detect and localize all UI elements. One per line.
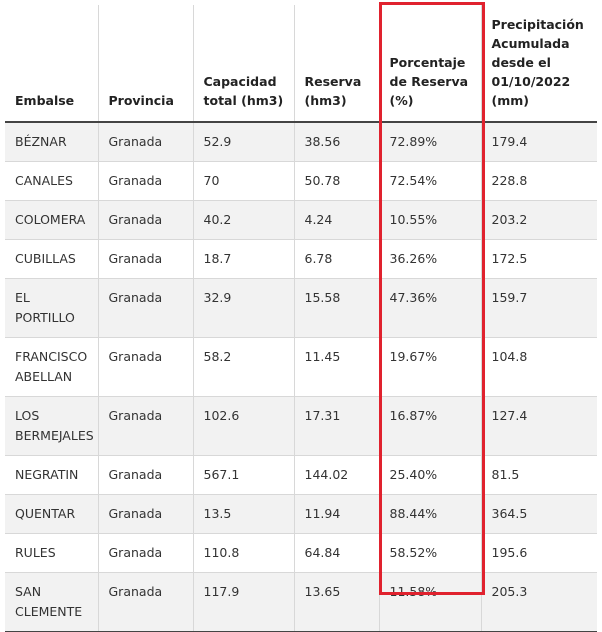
reservoir-table: Embalse Provincia Capacidad total (hm3) … [5,5,597,632]
cell-capacidad: 102.6 [193,396,295,456]
table-row: BÉZNAR Granada 52.9 38.56 72.89% 179.4 [5,122,597,162]
cell-porcentaje: 72.54% [379,161,482,201]
cell-provincia: Granada [98,161,194,201]
table-row: FRANCISCO ABELLAN Granada 58.2 11.45 19.… [5,337,597,397]
cell-precipitacion: 203.2 [481,200,597,240]
cell-porcentaje: 25.40% [379,455,482,495]
cell-porcentaje: 10.55% [379,200,482,240]
cell-porcentaje: 36.26% [379,239,482,279]
table-row: CANALES Granada 70 50.78 72.54% 228.8 [5,161,597,201]
table-row: SAN CLEMENTE Granada 117.9 13.65 11.58% … [5,572,597,632]
cell-reserva: 144.02 [294,455,380,495]
cell-precipitacion: 81.5 [481,455,597,495]
cell-embalse: RULES [5,533,99,573]
table-row: COLOMERA Granada 40.2 4.24 10.55% 203.2 [5,200,597,240]
cell-precipitacion: 364.5 [481,494,597,534]
cell-precipitacion: 195.6 [481,533,597,573]
cell-capacidad: 13.5 [193,494,295,534]
cell-precipitacion: 228.8 [481,161,597,201]
cell-reserva: 38.56 [294,122,380,162]
cell-precipitacion: 205.3 [481,572,597,632]
cell-provincia: Granada [98,533,194,573]
cell-reserva: 15.58 [294,278,380,338]
cell-porcentaje: 47.36% [379,278,482,338]
cell-capacidad: 110.8 [193,533,295,573]
cell-capacidad: 52.9 [193,122,295,162]
table-header: Embalse Provincia Capacidad total (hm3) … [5,5,597,123]
cell-embalse: QUENTAR [5,494,99,534]
cell-porcentaje: 72.89% [379,122,482,162]
cell-embalse: COLOMERA [5,200,99,240]
cell-embalse: CUBILLAS [5,239,99,279]
cell-capacidad: 32.9 [193,278,295,338]
cell-capacidad: 40.2 [193,200,295,240]
table-row: CUBILLAS Granada 18.7 6.78 36.26% 172.5 [5,239,597,279]
cell-reserva: 11.94 [294,494,380,534]
cell-porcentaje: 16.87% [379,396,482,456]
table-row: NEGRATIN Granada 567.1 144.02 25.40% 81.… [5,455,597,495]
cell-reserva: 17.31 [294,396,380,456]
cell-provincia: Granada [98,122,194,162]
cell-provincia: Granada [98,572,194,632]
cell-reserva: 13.65 [294,572,380,632]
cell-precipitacion: 172.5 [481,239,597,279]
cell-embalse: NEGRATIN [5,455,99,495]
cell-precipitacion: 179.4 [481,122,597,162]
cell-embalse: BÉZNAR [5,122,99,162]
cell-capacidad: 58.2 [193,337,295,397]
cell-embalse: FRANCISCO ABELLAN [5,337,99,397]
cell-provincia: Granada [98,200,194,240]
cell-porcentaje: 19.67% [379,337,482,397]
cell-capacidad: 567.1 [193,455,295,495]
header-precipitacion: Precipitación Acumulada desde el 01/10/2… [481,5,597,123]
table-row: RULES Granada 110.8 64.84 58.52% 195.6 [5,533,597,573]
cell-reserva: 6.78 [294,239,380,279]
header-embalse: Embalse [5,5,99,123]
cell-embalse: CANALES [5,161,99,201]
cell-precipitacion: 104.8 [481,337,597,397]
table-row: QUENTAR Granada 13.5 11.94 88.44% 364.5 [5,494,597,534]
cell-provincia: Granada [98,396,194,456]
cell-capacidad: 117.9 [193,572,295,632]
cell-provincia: Granada [98,278,194,338]
table-row: LOS BERMEJALES Granada 102.6 17.31 16.87… [5,396,597,456]
cell-provincia: Granada [98,455,194,495]
cell-provincia: Granada [98,239,194,279]
cell-embalse: LOS BERMEJALES [5,396,99,456]
cell-precipitacion: 127.4 [481,396,597,456]
cell-provincia: Granada [98,337,194,397]
cell-reserva: 64.84 [294,533,380,573]
header-porcentaje: Porcentaje de Reserva (%) [379,5,482,123]
cell-embalse: EL PORTILLO [5,278,99,338]
cell-precipitacion: 159.7 [481,278,597,338]
cell-capacidad: 70 [193,161,295,201]
header-row: Embalse Provincia Capacidad total (hm3) … [5,5,597,123]
cell-reserva: 4.24 [294,200,380,240]
header-provincia: Provincia [98,5,194,123]
cell-provincia: Granada [98,494,194,534]
header-capacidad: Capacidad total (hm3) [193,5,295,123]
header-reserva: Reserva (hm3) [294,5,380,123]
table-body: BÉZNAR Granada 52.9 38.56 72.89% 179.4 C… [5,122,597,632]
cell-porcentaje: 58.52% [379,533,482,573]
cell-reserva: 11.45 [294,337,380,397]
cell-embalse: SAN CLEMENTE [5,572,99,632]
cell-porcentaje: 88.44% [379,494,482,534]
cell-reserva: 50.78 [294,161,380,201]
table-row: EL PORTILLO Granada 32.9 15.58 47.36% 15… [5,278,597,338]
cell-capacidad: 18.7 [193,239,295,279]
cell-porcentaje: 11.58% [379,572,482,632]
